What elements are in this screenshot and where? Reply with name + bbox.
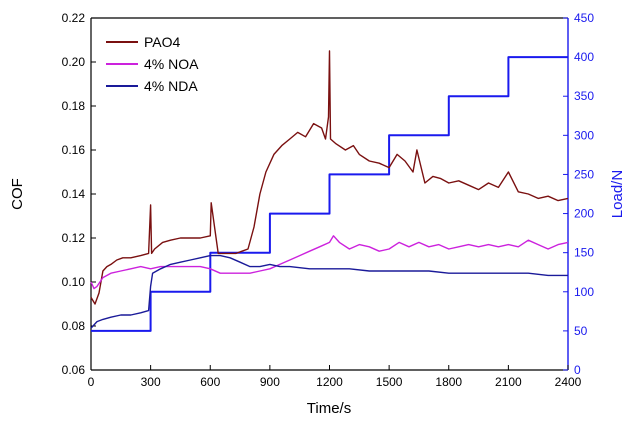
y-tick-label: 0.08 bbox=[62, 319, 86, 333]
y2-axis-ticks: 0 50 100 150 200 250 300 350 400 450 bbox=[563, 11, 594, 377]
series-line-4-nda bbox=[90, 254, 568, 329]
y-tick-label: 0.14 bbox=[62, 187, 86, 201]
y2-tick-label: 400 bbox=[574, 50, 594, 64]
y2-tick-label: 350 bbox=[574, 89, 594, 103]
series-line-4-noa bbox=[90, 235, 569, 290]
series-layer bbox=[90, 50, 569, 332]
y2-tick-label: 150 bbox=[574, 246, 594, 260]
series-line-load bbox=[91, 56, 568, 332]
y2-tick-label: 450 bbox=[574, 11, 594, 25]
x-axis-ticks: 0 300 600 900 1200 1500 1800 2100 2400 bbox=[88, 365, 582, 389]
legend: PAO4 4% NOA 4% NDA bbox=[106, 34, 199, 94]
y-tick-label: 0.10 bbox=[62, 275, 86, 289]
x-tick-label: 1200 bbox=[316, 375, 343, 389]
y2-axis-title: Load/N bbox=[609, 170, 626, 218]
y2-tick-label: 50 bbox=[574, 324, 588, 338]
series-line-pao4 bbox=[90, 50, 569, 305]
x-tick-label: 0 bbox=[88, 375, 95, 389]
y-tick-label: 0.12 bbox=[62, 231, 86, 245]
y2-tick-label: 250 bbox=[574, 167, 594, 181]
y2-tick-label: 300 bbox=[574, 128, 594, 142]
legend-item-4pct-nda: 4% NDA bbox=[106, 78, 198, 94]
legend-label-4pct-nda: 4% NDA bbox=[144, 78, 198, 94]
y-tick-label: 0.16 bbox=[62, 143, 86, 157]
legend-item-4pct-noa: 4% NOA bbox=[106, 56, 199, 72]
y2-tick-label: 200 bbox=[574, 207, 594, 221]
legend-label-4pct-noa: 4% NOA bbox=[144, 56, 199, 72]
y-tick-label: 0.06 bbox=[62, 363, 86, 377]
x-tick-label: 1500 bbox=[376, 375, 403, 389]
y-axis-ticks: 0.06 0.08 0.10 0.12 0.14 0.16 0.18 0.20 0.22 bbox=[62, 11, 96, 377]
y-tick-label: 0.20 bbox=[62, 55, 86, 69]
x-tick-label: 600 bbox=[200, 375, 220, 389]
legend-label-pao4: PAO4 bbox=[144, 34, 181, 50]
x-tick-label: 900 bbox=[260, 375, 280, 389]
y2-tick-label: 0 bbox=[574, 363, 581, 377]
x-tick-label: 1800 bbox=[435, 375, 462, 389]
y2-tick-label: 100 bbox=[574, 285, 594, 299]
x-tick-label: 300 bbox=[141, 375, 161, 389]
x-tick-label: 2100 bbox=[495, 375, 522, 389]
y-tick-label: 0.18 bbox=[62, 99, 86, 113]
x-axis-title: Time/s bbox=[307, 400, 351, 417]
x-tick-label: 2400 bbox=[555, 375, 582, 389]
y-tick-label: 0.22 bbox=[62, 11, 86, 25]
y-axis-title: COF bbox=[9, 178, 26, 210]
legend-item-pao4: PAO4 bbox=[106, 34, 181, 50]
